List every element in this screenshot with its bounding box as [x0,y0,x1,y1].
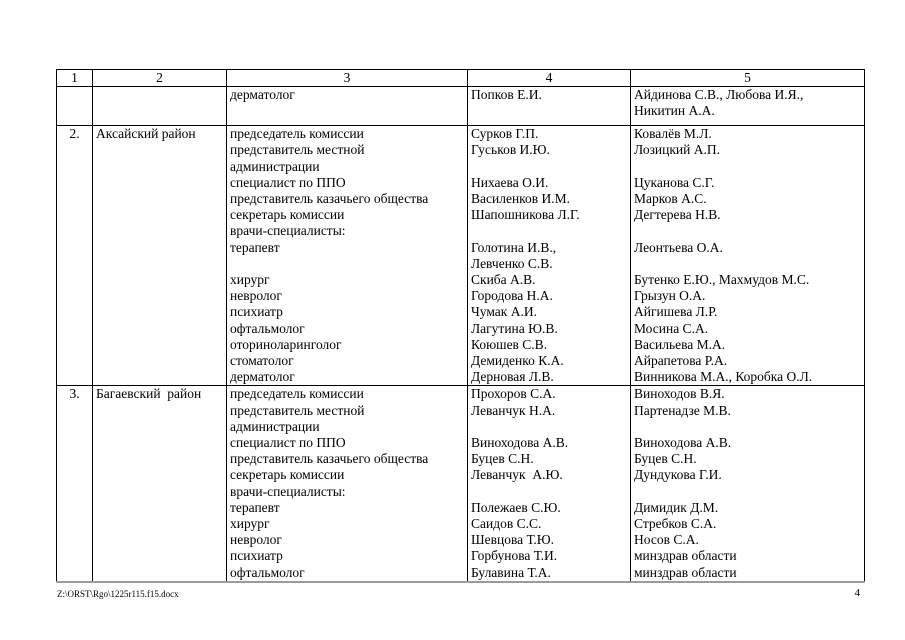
roles-cell: председатель комиссии представитель мест… [226,385,468,583]
attracted-cell: Айдинова С.В., Любова И.Я., Никитин А.А. [630,86,865,127]
district-cell: Багаевский район [92,385,227,583]
row-number-cell [56,86,93,127]
table-row: дерматолог Попков Е.И. Айдинова С.В., Лю… [56,86,865,127]
header-col-2: 2 [92,68,227,88]
members-cell: Прохоров С.А. Леванчук Н.А. Виноходова А… [467,385,631,583]
attracted-cell: Ковалёв М.Л. Лозицкий А.П. Цуканова С.Г.… [630,125,865,387]
header-col-1: 1 [56,68,93,88]
footer-file-path: Z:\ORST\Rgo\1225r115.f15.docx [57,589,179,599]
row-number-cell: 3. [56,385,93,583]
header-col-4: 4 [467,68,631,88]
footer-page-number: 4 [854,587,861,599]
header-col-3: 3 [226,68,468,88]
roles-cell: председатель комиссии представитель мест… [226,125,468,387]
commission-table-wrap: 1 2 3 4 5 дерматолог Попков Е.И. Айдинов… [56,68,865,583]
district-cell [92,86,227,127]
members-cell: Попков Е.И. [467,86,631,127]
table-header-row: 1 2 3 4 5 [56,68,865,88]
table-row: 3. Багаевский район председатель комисси… [56,385,865,583]
roles-cell: дерматолог [226,86,468,127]
row-number-cell: 2. [56,125,93,387]
table-row: 2. Аксайский район председатель комиссии… [56,125,865,387]
header-col-5: 5 [630,68,865,88]
commission-table: 1 2 3 4 5 дерматолог Попков Е.И. Айдинов… [56,68,865,583]
district-cell: Аксайский район [92,125,227,387]
members-cell: Сурков Г.П. Гуськов И.Ю. Нихаева О.И. Ва… [467,125,631,387]
attracted-cell: Виноходов В.Я. Партенадзе М.В. Виноходов… [630,385,865,583]
